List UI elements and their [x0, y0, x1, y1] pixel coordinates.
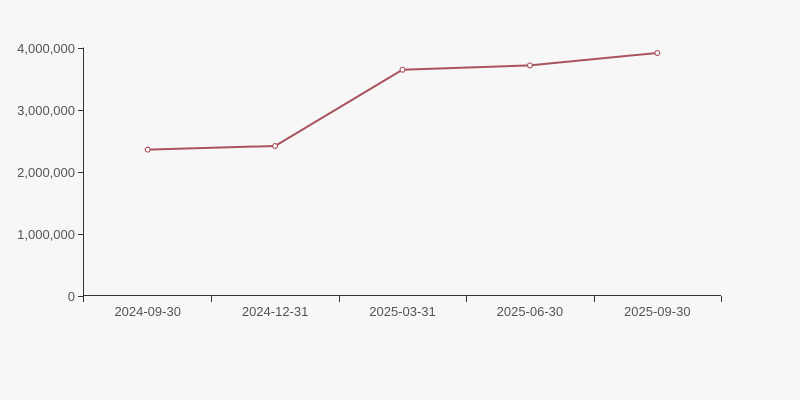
y-tick-label: 0 — [68, 289, 75, 304]
x-tick-label: 2025-03-31 — [369, 304, 436, 319]
data-point-marker — [526, 62, 533, 69]
x-tick-label: 2024-12-31 — [242, 304, 309, 319]
y-tick-label: 1,000,000 — [17, 227, 75, 242]
data-point-marker — [272, 142, 279, 149]
y-tick-label: 4,000,000 — [17, 41, 75, 56]
data-point-marker — [144, 146, 151, 153]
x-tick-label: 2025-06-30 — [497, 304, 564, 319]
y-tick-label: 2,000,000 — [17, 165, 75, 180]
x-tick-label: 2024-09-30 — [114, 304, 181, 319]
y-tick-label: 3,000,000 — [17, 103, 75, 118]
data-point-marker — [654, 49, 661, 56]
data-point-marker — [399, 66, 406, 73]
x-tick-label: 2025-09-30 — [624, 304, 691, 319]
